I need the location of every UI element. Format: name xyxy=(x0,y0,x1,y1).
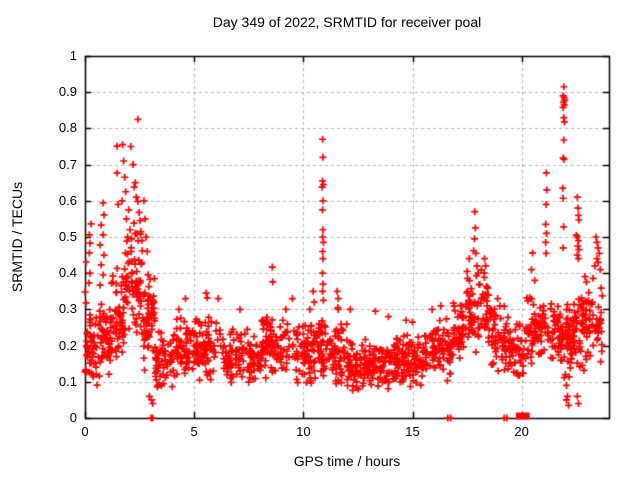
y-tick-label: 0.1 xyxy=(58,373,77,389)
x-tick-label: 0 xyxy=(81,424,89,439)
x-tick-label: 5 xyxy=(190,424,198,439)
y-tick-label: 0.6 xyxy=(58,192,77,208)
x-tick-label: 10 xyxy=(296,424,311,439)
y-tick-label: 0.9 xyxy=(58,84,77,100)
chart-title: Day 349 of 2022, SRMTID for receiver poa… xyxy=(212,14,482,30)
x-axis-label: GPS time / hours xyxy=(293,453,401,469)
y-tick-label: 0.8 xyxy=(58,120,77,136)
y-tick-label: 1 xyxy=(69,48,77,63)
x-tick-label: 20 xyxy=(514,424,529,439)
y-tick-label: 0.5 xyxy=(58,229,77,244)
y-tick-label: 0.2 xyxy=(58,337,77,353)
y-tick-label: 0.7 xyxy=(58,156,77,172)
y-tick-label: 0 xyxy=(69,410,77,425)
x-tick-label: 15 xyxy=(405,424,420,439)
y-tick-label: 0.3 xyxy=(58,301,77,317)
y-tick-label: 0.4 xyxy=(58,265,77,281)
